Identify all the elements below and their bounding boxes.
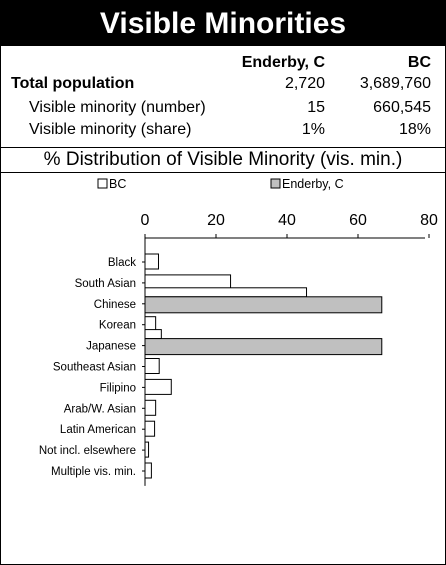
stats-label: Total population [11, 75, 135, 92]
bar-bc [144, 441, 150, 458]
page-title: Visible Minorities [1, 1, 445, 46]
y-tick-label: Chinese [94, 299, 136, 311]
bar-bc [144, 399, 157, 416]
stats-row-vm-share: Visible minority (share) 1% 18% [1, 121, 445, 143]
x-tick-label: 80 [420, 212, 438, 229]
bar-group [144, 253, 383, 479]
bar-bc [144, 253, 159, 270]
chart-title: % Distribution of Visible Minority (vis.… [1, 147, 445, 173]
stats-row-vm-number: Visible minority (number) 15 660,545 [1, 99, 445, 121]
stats-label: Visible minority (number) [29, 99, 206, 116]
bar-bc [144, 358, 160, 374]
y-tick-label: Filipino [100, 382, 136, 394]
bar-chart: BC Enderby, C 0 20 40 60 80 Black South Asian C… [39, 177, 438, 486]
y-tick-label: Arab/W. Asian [64, 403, 136, 415]
bar-bc [144, 378, 172, 395]
chart-legend: BC Enderby, C [97, 177, 344, 191]
legend-swatch [270, 178, 281, 189]
bar-bc [144, 420, 156, 437]
x-tick-label: 40 [278, 212, 296, 229]
stats-header-bc: BC [407, 54, 431, 71]
stats-value-bc: 3,689,760 [359, 75, 431, 92]
y-tick-label: Not incl. elsewhere [39, 445, 136, 457]
bar-bc [144, 329, 162, 340]
y-tick-label: South Asian [75, 278, 136, 290]
legend-label: Enderby, C [282, 177, 344, 191]
stats-value-enderby: 2,720 [284, 75, 325, 92]
stats-value-enderby: 15 [307, 99, 325, 116]
stats-value-bc: 18% [398, 121, 431, 138]
bar-bc [144, 287, 308, 298]
stats-row-total: Total population 2,720 3,689,760 [1, 75, 445, 97]
y-tick-label: Southeast Asian [53, 362, 136, 374]
stats-value-enderby: 1% [301, 121, 325, 138]
y-axis: Black South Asian Chinese Korean Japanese Sou… [39, 238, 146, 486]
stats-value-bc: 660,545 [373, 99, 431, 116]
y-tick-label: Latin American [60, 424, 136, 436]
bar-bc [144, 462, 152, 479]
x-tick-label: 0 [141, 212, 150, 229]
x-axis: 0 20 40 60 80 [141, 212, 438, 239]
stats-label: Visible minority (share) [29, 121, 192, 138]
x-tick-label: 60 [349, 212, 367, 229]
bar-enderby [144, 296, 383, 314]
stats-header-row: Enderby, C BC [1, 54, 445, 76]
y-tick-label: Multiple vis. min. [51, 466, 136, 478]
stats-header-enderby: Enderby, C [241, 54, 325, 71]
x-tick-label: 20 [207, 212, 225, 229]
legend-label: BC [109, 177, 126, 191]
y-tick-label: Black [108, 257, 136, 269]
legend-swatch [97, 178, 108, 189]
y-tick-label: Japanese [86, 341, 136, 353]
y-tick-label: Korean [99, 320, 136, 332]
bar-enderby [144, 338, 383, 356]
